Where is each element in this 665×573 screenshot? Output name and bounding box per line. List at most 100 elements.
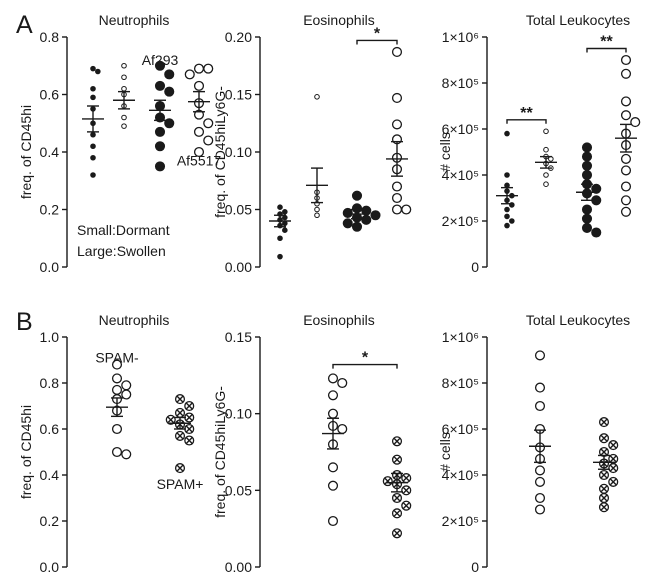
data-point-cross-b bbox=[186, 437, 193, 444]
y-tick-label: 2×10⁵ bbox=[442, 213, 479, 229]
y-axis-label: freq. of CD45hi bbox=[18, 105, 34, 199]
data-point bbox=[121, 449, 132, 460]
data-point bbox=[391, 181, 403, 192]
data-point bbox=[620, 54, 632, 66]
y-tick-label: 0 bbox=[471, 559, 479, 573]
data-point bbox=[543, 128, 549, 135]
data-point bbox=[111, 373, 123, 384]
data-point bbox=[591, 183, 602, 194]
data-point bbox=[164, 118, 175, 129]
data-point bbox=[121, 74, 127, 81]
data-point bbox=[314, 94, 320, 100]
data-point bbox=[95, 68, 101, 75]
significance-bracket bbox=[332, 363, 398, 369]
y-axis-label: # cells bbox=[437, 432, 453, 472]
chart-title: Neutrophils bbox=[99, 312, 170, 328]
data-point-cross-b bbox=[610, 464, 617, 472]
data-point bbox=[327, 390, 339, 401]
data-point bbox=[121, 85, 127, 92]
group-annotation: SPAM- bbox=[95, 350, 139, 366]
legend-note-large: Large:Swollen bbox=[77, 243, 166, 259]
data-point-cross-b bbox=[186, 414, 193, 421]
group-annotation: SPAM+ bbox=[157, 476, 204, 492]
y-tick-label: 0.00 bbox=[225, 559, 252, 573]
data-point bbox=[581, 213, 593, 224]
y-tick-label: 1×10⁶ bbox=[442, 329, 479, 345]
data-point bbox=[203, 118, 214, 129]
data-point-cross-b bbox=[403, 502, 410, 509]
data-point bbox=[164, 86, 175, 97]
data-point bbox=[534, 476, 546, 487]
data-point bbox=[282, 227, 288, 233]
y-tick-label: 8×10⁵ bbox=[442, 75, 479, 91]
data-point bbox=[391, 119, 403, 130]
chart-1: Neutrophils freq. of CD45hi 0.0 0.2 0.4 0.6 0.… bbox=[18, 12, 221, 275]
data-point-cross-b bbox=[610, 441, 617, 449]
y-tick-label: 0.6 bbox=[40, 421, 60, 437]
data-point bbox=[534, 504, 546, 515]
data-point bbox=[534, 400, 546, 412]
data-point bbox=[581, 204, 593, 215]
data-point bbox=[327, 408, 339, 419]
data-point bbox=[121, 114, 127, 121]
data-point-cross-b bbox=[176, 432, 184, 440]
data-point bbox=[534, 350, 546, 361]
data-point bbox=[620, 181, 632, 192]
data-point-cross-b bbox=[393, 494, 401, 502]
y-axis-label: freq. of CD45hiLy6G- bbox=[212, 86, 228, 218]
significance-label: ** bbox=[520, 105, 533, 122]
data-point bbox=[620, 206, 632, 217]
y-tick-label: 4×10⁵ bbox=[442, 467, 479, 483]
y-tick-label: 0.10 bbox=[225, 144, 252, 160]
data-point bbox=[314, 206, 320, 213]
y-axis-label: # cells bbox=[437, 132, 453, 172]
data-point-cross-b bbox=[600, 418, 608, 426]
data-point bbox=[534, 382, 546, 393]
data-point bbox=[121, 380, 132, 391]
data-point bbox=[581, 222, 593, 233]
data-point-cross-b bbox=[600, 434, 608, 442]
y-tick-label: 0.2 bbox=[40, 513, 60, 529]
data-point bbox=[154, 80, 166, 91]
y-tick-label: 0.8 bbox=[40, 29, 60, 45]
data-point bbox=[90, 65, 96, 72]
data-point bbox=[504, 206, 510, 213]
data-point bbox=[543, 172, 549, 178]
data-point bbox=[90, 85, 96, 92]
data-point bbox=[121, 389, 132, 400]
data-point bbox=[504, 213, 510, 220]
data-point bbox=[327, 480, 339, 491]
data-point-cross-b bbox=[393, 456, 401, 463]
y-tick-label: 0.0 bbox=[40, 559, 60, 573]
data-point bbox=[504, 130, 510, 137]
data-point bbox=[342, 207, 353, 219]
data-point bbox=[351, 221, 363, 232]
data-point bbox=[154, 126, 166, 137]
data-point-cross-b bbox=[600, 485, 608, 493]
y-tick-label: 0.0 bbox=[40, 259, 60, 275]
y-tick-label: 0.15 bbox=[225, 87, 252, 103]
data-point bbox=[154, 161, 166, 172]
y-tick-label: 2×10⁵ bbox=[442, 513, 479, 529]
data-point-cross-b bbox=[600, 494, 608, 502]
data-point bbox=[277, 253, 283, 260]
y-axis-label: freq. of CD45hiLy6G- bbox=[212, 386, 228, 518]
data-point-cross-b bbox=[176, 464, 184, 472]
data-point bbox=[534, 465, 546, 476]
data-point bbox=[581, 142, 593, 153]
y-tick-label: 6×10⁵ bbox=[442, 121, 479, 137]
chart-title: Eosinophils bbox=[303, 312, 375, 328]
data-point bbox=[509, 218, 515, 224]
data-point bbox=[620, 68, 632, 79]
chart-title: Total Leukocytes bbox=[526, 12, 630, 28]
data-point bbox=[401, 204, 412, 215]
data-point-cross-b bbox=[403, 474, 410, 482]
data-point bbox=[327, 515, 339, 527]
data-point-cross-b bbox=[393, 530, 401, 537]
y-tick-label: 4×10⁵ bbox=[442, 167, 479, 183]
chart-title: Neutrophils bbox=[99, 12, 170, 28]
data-point bbox=[327, 373, 339, 384]
data-point bbox=[370, 210, 381, 221]
significance-bracket bbox=[506, 119, 547, 124]
data-point bbox=[193, 126, 205, 137]
